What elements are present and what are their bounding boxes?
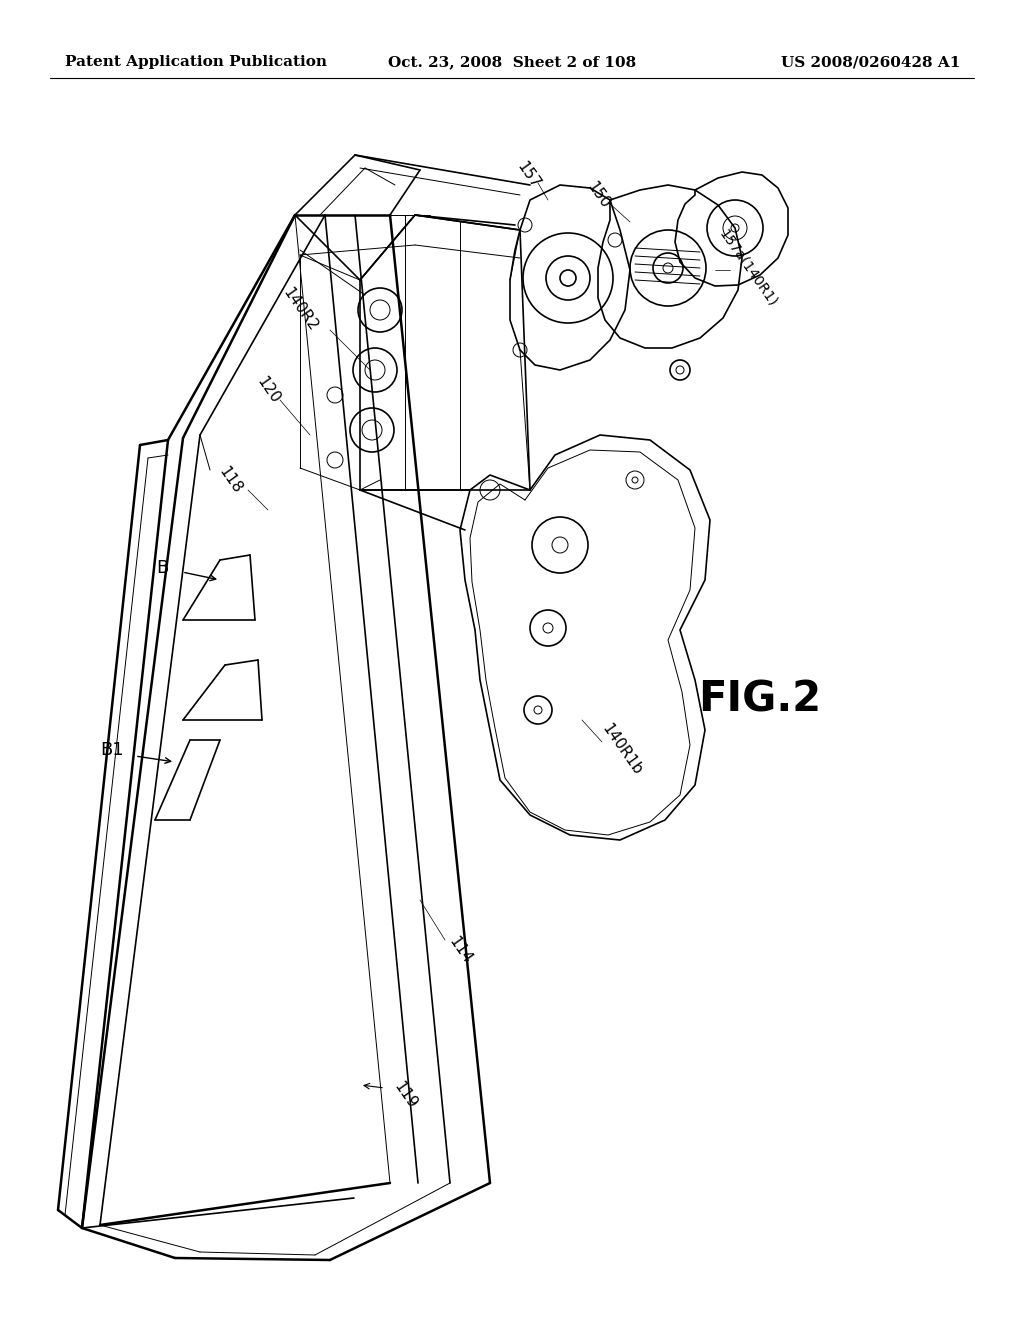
Text: US 2008/0260428 A1: US 2008/0260428 A1 [780, 55, 961, 69]
Text: 150: 150 [584, 180, 612, 211]
Text: 120: 120 [254, 374, 283, 407]
Text: Oct. 23, 2008  Sheet 2 of 108: Oct. 23, 2008 Sheet 2 of 108 [388, 55, 636, 69]
Text: B: B [156, 558, 168, 577]
Text: Patent Application Publication: Patent Application Publication [65, 55, 327, 69]
Text: 119: 119 [390, 1078, 420, 1111]
Text: 157a(140R1): 157a(140R1) [716, 227, 779, 309]
Text: B1: B1 [100, 741, 124, 759]
Text: 114: 114 [445, 933, 474, 966]
Text: FIG.2: FIG.2 [698, 678, 821, 721]
Text: 140R2: 140R2 [280, 285, 321, 334]
Text: 118: 118 [216, 463, 245, 496]
Text: 157: 157 [514, 158, 543, 191]
Text: 140R1b: 140R1b [599, 722, 645, 779]
